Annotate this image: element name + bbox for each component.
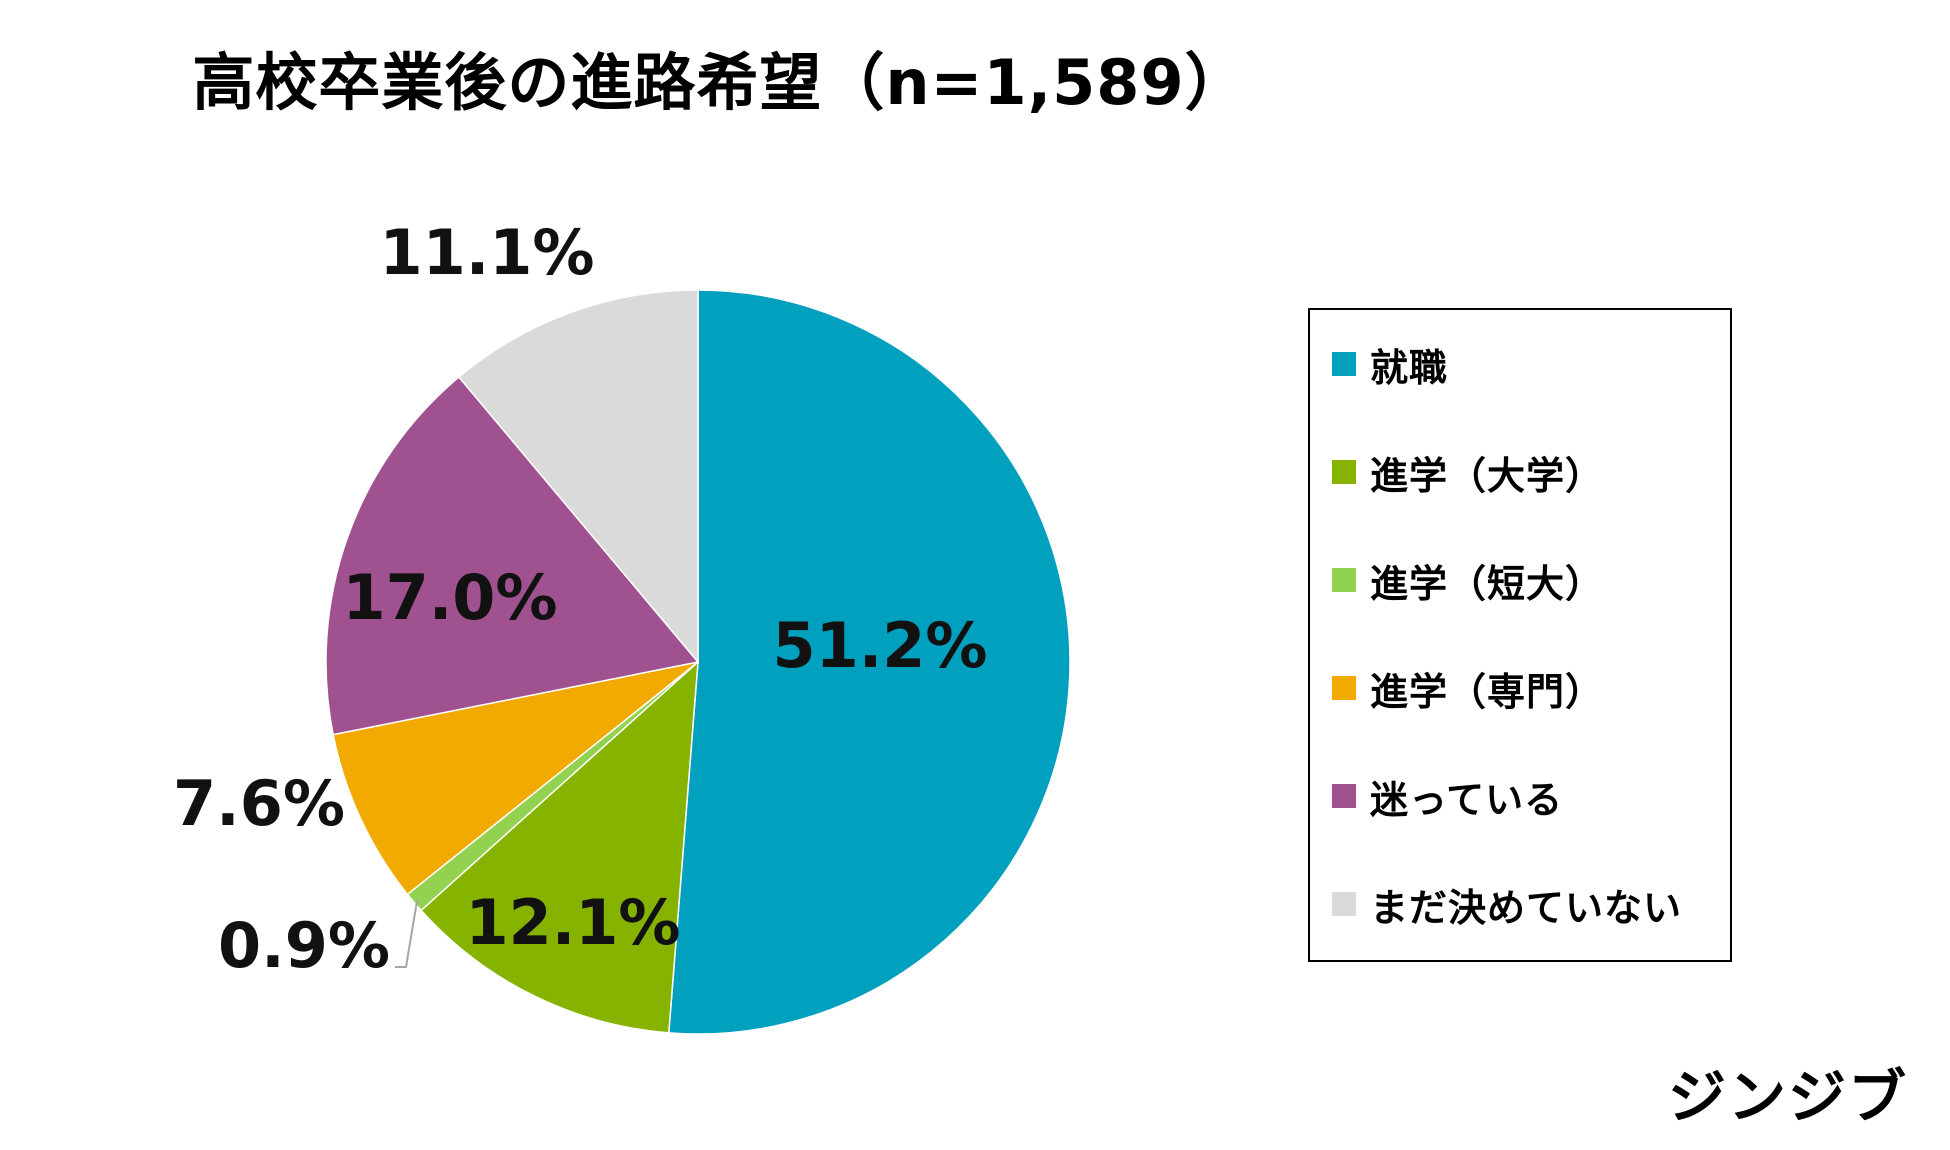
- legend-label: まだ決めていない: [1370, 885, 1683, 930]
- legend-swatch: [1332, 568, 1356, 592]
- legend-item-shushoku: 就職: [1332, 342, 1448, 390]
- legend-item-not-decided-yet: まだ決めていない: [1332, 882, 1682, 930]
- legend-label: 進学（専門）: [1370, 669, 1605, 714]
- label-shushoku: 51.2%: [772, 609, 987, 682]
- label-vocational: 7.6%: [173, 767, 345, 840]
- legend-label: 進学（短大）: [1370, 561, 1605, 606]
- label-junior-college: 0.9%: [218, 909, 390, 982]
- chart-title: 高校卒業後の進路希望（n=1,589）: [192, 46, 1248, 119]
- slice-shushoku: [667, 289, 1071, 1035]
- slice-vocational: [332, 661, 699, 896]
- chart-legend: 就職 進学（大学） 進学（短大） 進学（専門） 迷っている まだ決めていない: [1308, 308, 1732, 962]
- label-undecided: 17.0%: [342, 561, 557, 634]
- slice-university: [420, 660, 699, 1034]
- legend-label: 就職: [1370, 345, 1449, 390]
- label-university: 12.1%: [465, 886, 680, 959]
- legend-label: 迷っている: [1370, 777, 1564, 822]
- legend-swatch: [1332, 784, 1356, 808]
- legend-swatch: [1332, 352, 1356, 376]
- legend-item-junior-college: 進学（短大）: [1332, 558, 1604, 606]
- leader-line-junior-college: [395, 899, 419, 968]
- legend-swatch: [1332, 460, 1356, 484]
- legend-item-undecided: 迷っている: [1332, 774, 1563, 822]
- legend-swatch: [1332, 676, 1356, 700]
- legend-item-university: 進学（大学）: [1332, 450, 1604, 498]
- brand-logo: ジンジブ: [1668, 1063, 1909, 1131]
- legend-swatch: [1332, 892, 1356, 916]
- slice-not-decided-yet: [457, 289, 699, 665]
- label-not-decided-yet: 11.1%: [379, 216, 594, 289]
- legend-label: 進学（大学）: [1370, 453, 1605, 498]
- slice-undecided: [325, 375, 700, 736]
- legend-item-vocational: 進学（専門）: [1332, 666, 1604, 714]
